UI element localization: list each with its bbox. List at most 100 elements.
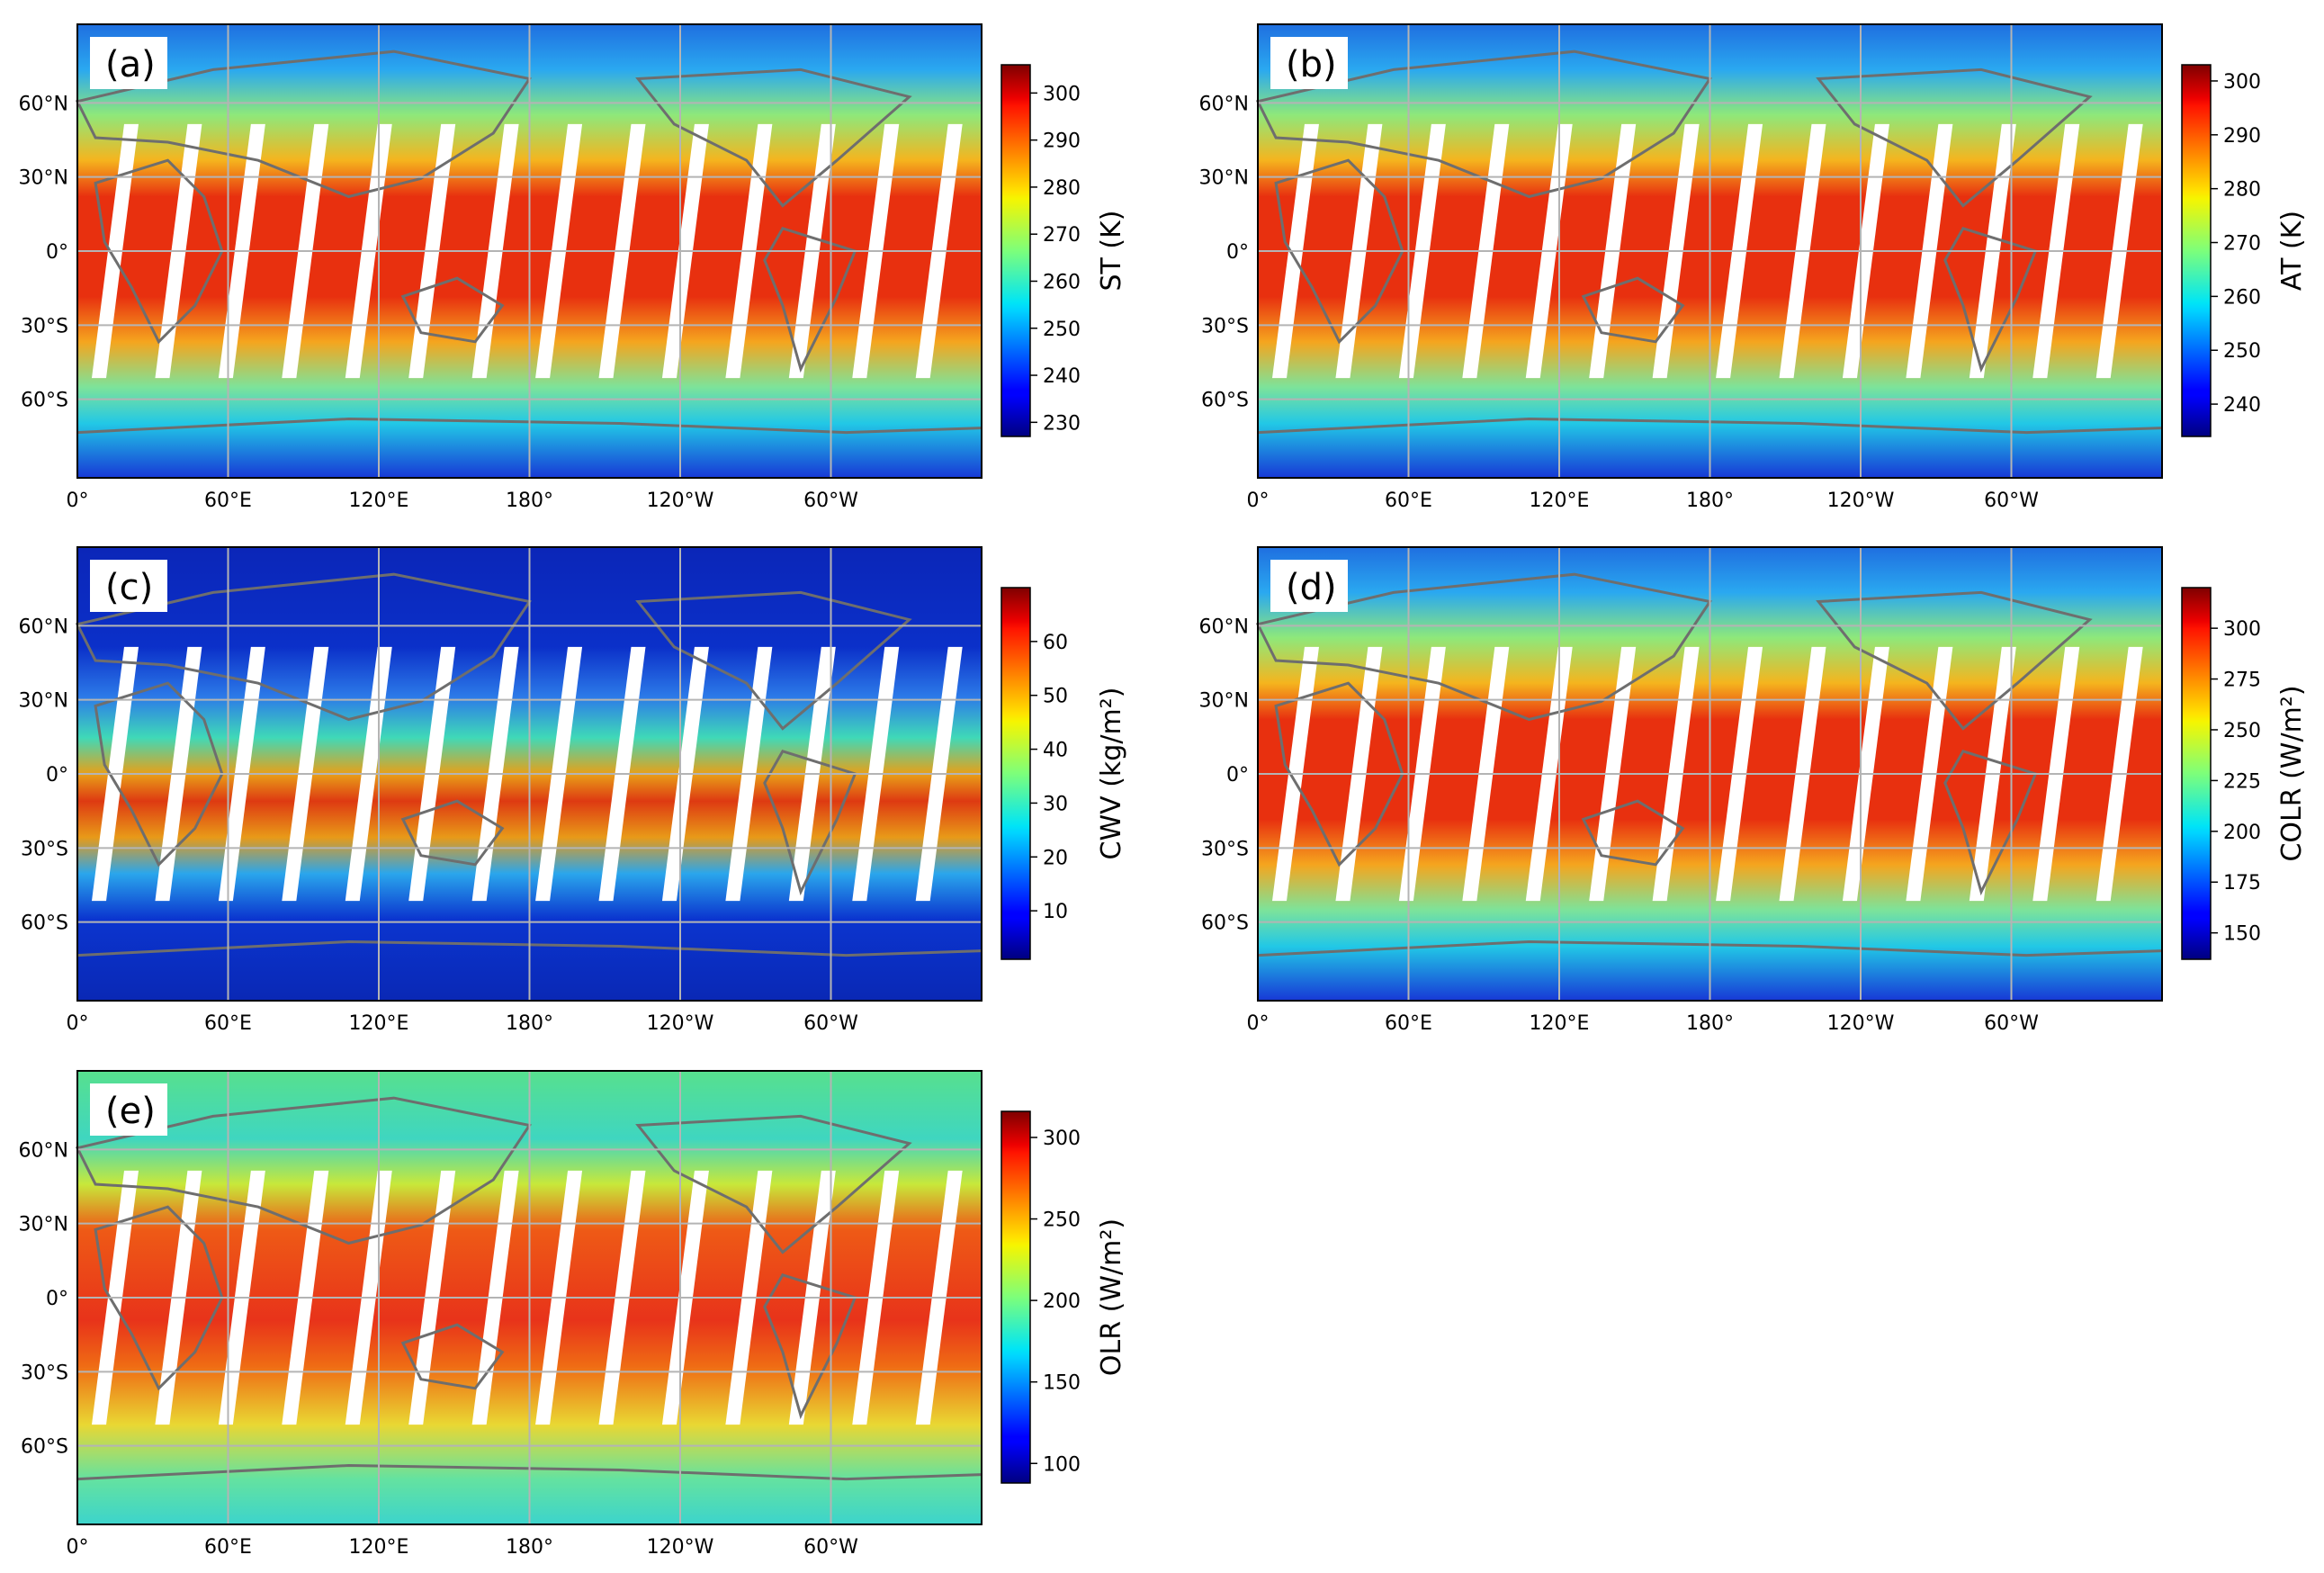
panel-label: (c) [105,567,153,608]
colorbar-tick-label: 250 [1043,1209,1081,1232]
coastline [76,1463,983,1481]
coastline [1581,799,1685,867]
colorbar-tick-label: 300 [1043,1128,1081,1150]
lat-tick-label: 30°S [1201,838,1249,860]
coastline [1581,276,1685,344]
lon-tick-label: 60°W [803,1536,858,1559]
lat-tick-label: 0° [1226,764,1249,786]
lon-tick-label: 180° [506,1012,553,1035]
lon-tick-label: 60°W [1984,1012,2039,1035]
panel-label-box [1270,560,1348,612]
lat-tick-label: 30°N [19,690,68,713]
colorbar-tick-label: 40 [1043,740,1068,762]
coastline [75,572,532,722]
lat-tick-label: 60°S [21,1436,68,1459]
lon-tick-label: 60°W [803,1012,858,1035]
lon-tick-label: 60°E [1385,1012,1432,1035]
colorbar-tick-label: 200 [2223,822,2261,844]
coastline [75,49,532,199]
colorbar-bar [1000,587,1031,960]
lon-tick-label: 0° [1247,490,1270,512]
colorbar: 300 250 200 150 100 OLR (W/m²) [1000,1110,1127,1484]
colorbar-label: OLR (W/m²) [1096,1218,1127,1376]
colorbar-bar [2181,64,2212,437]
lat-tick-label: 30°N [19,1214,68,1236]
lat-tick-label: 30°N [1199,167,1249,190]
colorbar-tick-label: 230 [1043,412,1081,435]
colorbar-tick-label: 100 [1043,1453,1081,1476]
coastline [76,939,983,957]
colorbar-tick-label: 300 [2223,71,2261,94]
coastline [76,417,983,435]
colorbar-bar [2181,587,2212,960]
lon-tick-label: 120°W [647,490,714,512]
lon-tick-label: 60°W [1984,490,2039,512]
lon-tick-label: 0° [67,1012,89,1035]
lat-tick-label: 0° [46,241,68,264]
map-panel-d: (d) 60°N 30°N 0° 30°S 60°S 0° 60°E 120°E 180° 120°… [1199,546,2308,1035]
lon-tick-label: 60°E [1385,490,1432,512]
lat-tick-label: 60°N [19,93,68,115]
coastline [635,1114,912,1254]
lon-tick-label: 120°W [1827,1012,1895,1035]
lon-tick-label: 120°E [349,1012,409,1035]
colorbar-tick-label: 60 [1043,632,1068,654]
lat-tick-label: 30°S [21,1362,68,1384]
colorbar: 300 290 280 270 260 250 240 230 ST (K) [1000,64,1127,437]
coastline [94,158,224,345]
lat-tick-label: 30°N [1199,690,1249,713]
coastline [94,1205,224,1391]
lon-tick-label: 60°E [204,1536,252,1559]
colorbar-tick-label: 290 [2223,125,2261,148]
colorbar-tick-label: 300 [2223,618,2261,641]
colorbar-tick-label: 175 [2223,872,2261,894]
lon-tick-label: 180° [1686,1012,1734,1035]
colorbar-label: COLR (W/m²) [2276,685,2308,861]
colorbar-tick-label: 200 [1043,1290,1081,1313]
colorbar-tick-label: 300 [1043,83,1081,105]
lon-tick-label: 120°E [1530,1012,1590,1035]
coastline [1816,590,2093,731]
gridlines [76,24,983,478]
colorbar-tick-label: 250 [2223,720,2261,742]
colorbar-tick-label: 280 [1043,177,1081,200]
colorbar: 300 275 250 225 200 175 150 COLR (W/m²) [2181,587,2308,960]
colorbar-label: CWV (kg/m²) [1096,688,1127,860]
coastline [400,799,505,867]
map-frame [76,23,983,479]
lon-tick-label: 120°W [647,1012,714,1035]
coastline [1816,67,2093,208]
colorbar-tick-label: 150 [2223,923,2261,946]
colorbar-tick-label: 10 [1043,901,1068,923]
coastlines [75,1096,983,1481]
lat-tick-label: 60°N [1199,616,1249,638]
lat-tick-label: 60°S [21,912,68,935]
lon-tick-label: 0° [67,490,89,512]
lon-tick-label: 120°E [349,1536,409,1559]
lat-tick-label: 60°N [1199,93,1249,115]
lat-tick-label: 30°S [21,838,68,860]
colorbar-tick-label: 50 [1043,686,1068,708]
colorbar: 60 50 40 30 20 10 CWV (kg/m²) [1000,587,1127,960]
panel-label: (a) [105,44,156,85]
coastlines [75,572,983,957]
lat-tick-label: 60°N [19,616,68,638]
colorbar-label: ST (K) [1096,211,1127,292]
colorbar-tick-label: 30 [1043,793,1068,815]
map-panel-e: (e) 60°N 30°N 0° 30°S 60°S 0° 60°E 120°E 180° 120°… [19,1070,1127,1559]
panel-label-box [90,37,167,89]
lon-tick-label: 0° [1247,1012,1270,1035]
colorbar-tick-label: 250 [1043,319,1081,341]
panel-label-box [90,1083,167,1136]
coastline [635,590,912,731]
colorbar-tick-label: 270 [2223,233,2261,256]
lon-tick-label: 120°W [1827,490,1895,512]
colorbar-tick-label: 275 [2223,670,2261,692]
panel-label: (b) [1286,44,1337,85]
panel-label-box [1270,37,1348,89]
colorbar-label: AT (K) [2276,211,2308,291]
coastline [1257,417,2163,435]
map-frame [1257,23,2163,479]
colorbar-bar [1000,1110,1031,1484]
